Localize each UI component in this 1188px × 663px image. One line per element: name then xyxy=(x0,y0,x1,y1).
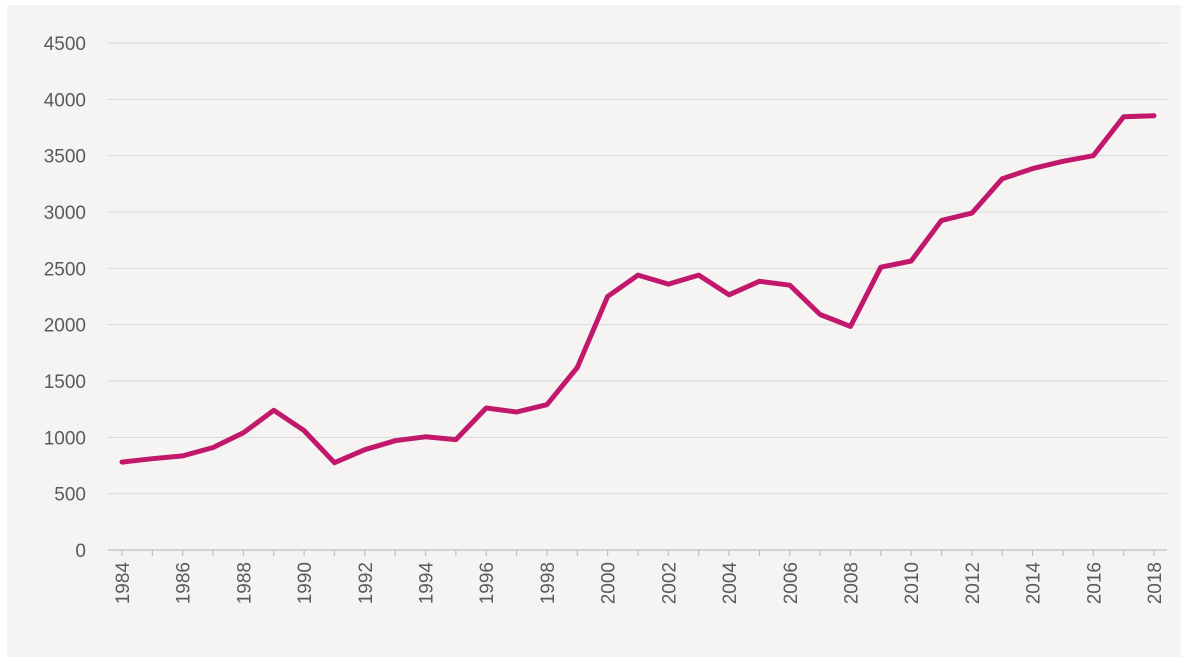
x-tick-label: 1992 xyxy=(356,562,377,604)
data-point xyxy=(453,437,459,443)
y-tick-label: 1500 xyxy=(44,372,86,393)
x-tick-label: 2000 xyxy=(599,562,620,604)
data-point xyxy=(1121,114,1127,120)
x-tick-label: 1998 xyxy=(538,562,559,604)
data-point xyxy=(999,176,1005,182)
x-tick-label: 2010 xyxy=(902,562,923,604)
data-point xyxy=(635,272,641,278)
x-tick-label: 2012 xyxy=(963,562,984,604)
x-tick-label: 2008 xyxy=(841,562,862,604)
data-point xyxy=(331,460,337,466)
data-point xyxy=(726,292,732,298)
data-point xyxy=(180,453,186,459)
y-tick-label: 3000 xyxy=(44,203,86,224)
data-point xyxy=(119,459,125,465)
x-tick-label: 1988 xyxy=(234,562,255,604)
data-point xyxy=(271,407,277,413)
data-point xyxy=(939,217,945,223)
x-tick-label: 2004 xyxy=(720,562,741,605)
data-point xyxy=(817,312,823,318)
data-point xyxy=(483,405,489,411)
y-tick-label: 4000 xyxy=(44,90,86,111)
x-tick-label: 2002 xyxy=(659,562,680,604)
y-tick-label: 0 xyxy=(75,541,86,562)
data-point xyxy=(149,456,155,462)
data-point xyxy=(392,438,398,444)
data-point xyxy=(665,281,671,287)
data-point xyxy=(756,278,762,284)
x-tick-label: 1984 xyxy=(113,562,134,605)
data-point xyxy=(605,294,611,300)
x-tick-label: 2006 xyxy=(781,562,802,604)
x-tick-label: 2016 xyxy=(1084,562,1105,604)
data-point xyxy=(908,258,914,264)
gridlines xyxy=(108,42,1167,551)
y-axis: 0 500 1000 1500 2000 2500 3000 3500 4000 4500 xyxy=(44,34,86,562)
data-point xyxy=(847,323,853,329)
y-tick-label: 3500 xyxy=(44,147,86,168)
y-tick-label: 2500 xyxy=(44,259,86,280)
x-tick-label: 1996 xyxy=(477,562,498,604)
data-point xyxy=(362,447,368,453)
x-tick-label: 1990 xyxy=(295,562,316,604)
x-axis: 1984 1986 1988 1990 1992 1994 1996 1998 2000 2002… xyxy=(113,550,1166,604)
y-tick-label: 500 xyxy=(54,485,86,506)
series xyxy=(119,113,1157,466)
data-point xyxy=(1090,153,1096,159)
data-point xyxy=(878,264,884,270)
data-point xyxy=(210,444,216,450)
data-point xyxy=(1030,166,1036,172)
data-point xyxy=(969,210,975,216)
data-point xyxy=(514,409,520,415)
data-point xyxy=(544,402,550,408)
data-point xyxy=(696,272,702,278)
data-point xyxy=(1060,158,1066,164)
y-tick-label: 4500 xyxy=(44,34,86,55)
data-point xyxy=(787,282,793,288)
x-tick-label: 2018 xyxy=(1145,562,1166,604)
x-tick-label: 2014 xyxy=(1024,562,1045,605)
data-point xyxy=(301,428,307,434)
data-point xyxy=(240,430,246,436)
x-tick-label: 1986 xyxy=(174,562,195,604)
data-point xyxy=(423,434,429,440)
data-point xyxy=(1151,113,1157,119)
y-tick-label: 2000 xyxy=(44,316,86,337)
x-tick-label: 1994 xyxy=(417,562,438,605)
data-point xyxy=(574,364,580,370)
y-tick-label: 1000 xyxy=(44,428,86,449)
series-line xyxy=(119,113,1157,466)
